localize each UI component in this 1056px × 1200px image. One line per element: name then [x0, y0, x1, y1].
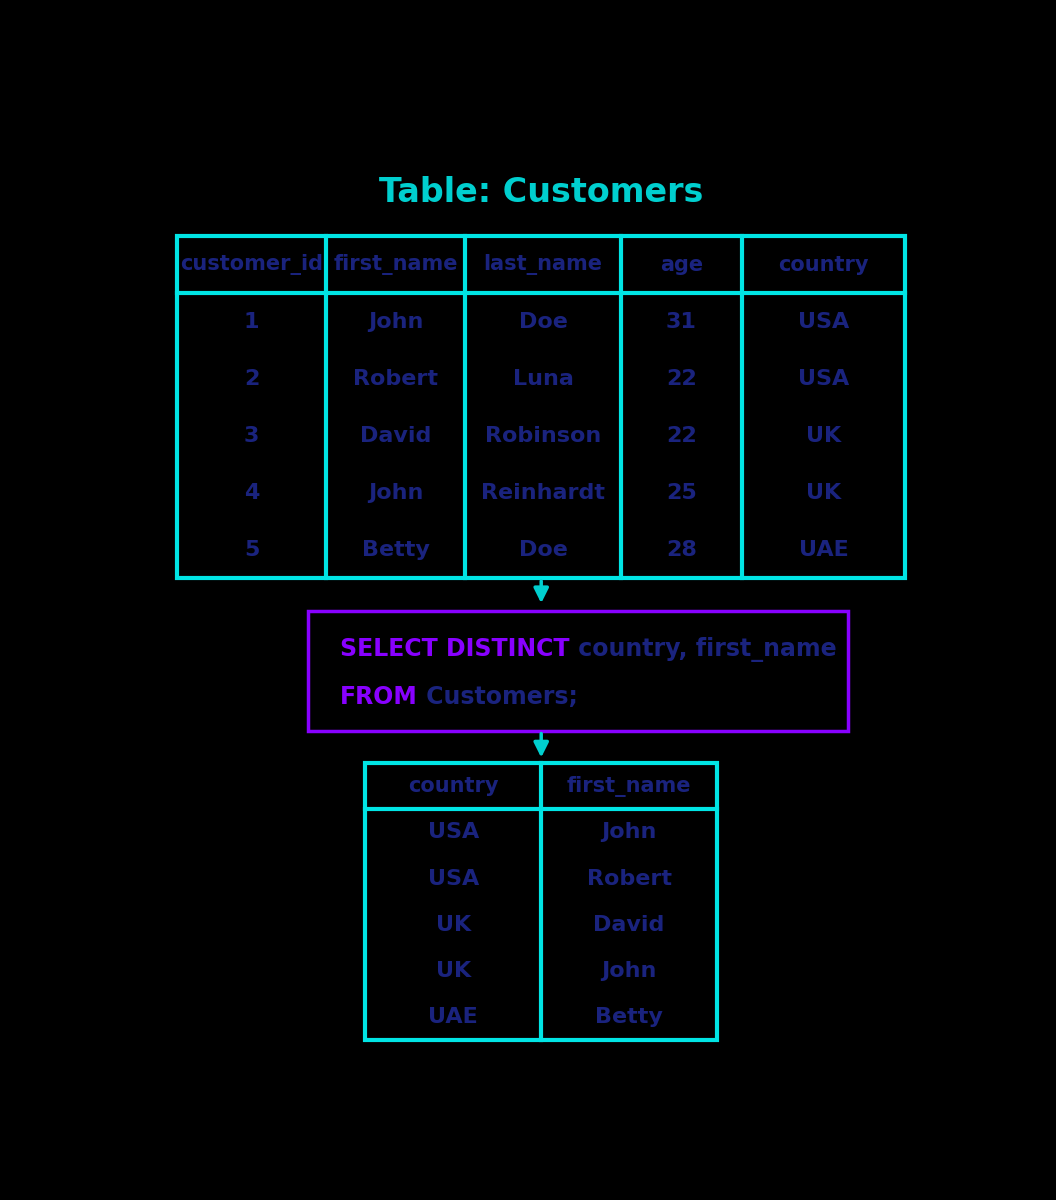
- Text: 5: 5: [244, 540, 260, 559]
- Text: David: David: [593, 914, 665, 935]
- Text: first_name: first_name: [334, 254, 457, 275]
- Text: USA: USA: [798, 312, 849, 332]
- Text: last_name: last_name: [484, 254, 603, 275]
- Text: FROM: FROM: [340, 685, 418, 709]
- Text: Doe: Doe: [518, 312, 567, 332]
- Text: UAE: UAE: [798, 540, 848, 559]
- Text: SELECT DISTINCT: SELECT DISTINCT: [340, 637, 570, 661]
- Text: 22: 22: [666, 426, 697, 446]
- Text: 1: 1: [244, 312, 260, 332]
- Text: Betty: Betty: [596, 1007, 663, 1027]
- Text: Robert: Robert: [353, 368, 438, 389]
- Text: Customers;: Customers;: [418, 685, 578, 709]
- Bar: [308, 611, 848, 731]
- Text: Betty: Betty: [361, 540, 430, 559]
- Text: Luna: Luna: [512, 368, 573, 389]
- Text: John: John: [367, 482, 423, 503]
- Text: Robinson: Robinson: [485, 426, 601, 446]
- Text: 25: 25: [666, 482, 697, 503]
- Text: 4: 4: [244, 482, 260, 503]
- Text: first_name: first_name: [567, 775, 692, 797]
- Text: country: country: [408, 776, 498, 796]
- Text: Reinhardt: Reinhardt: [482, 482, 605, 503]
- Text: UAE: UAE: [429, 1007, 478, 1027]
- Text: country, first_name: country, first_name: [570, 636, 836, 661]
- Text: 22: 22: [666, 368, 697, 389]
- Text: Robert: Robert: [587, 869, 672, 888]
- Text: 28: 28: [666, 540, 697, 559]
- Text: John: John: [602, 961, 657, 980]
- Text: 31: 31: [666, 312, 697, 332]
- Bar: [365, 763, 717, 1040]
- Text: David: David: [360, 426, 431, 446]
- Text: UK: UK: [436, 961, 471, 980]
- Text: USA: USA: [798, 368, 849, 389]
- Text: Table: Customers: Table: Customers: [379, 176, 703, 209]
- Text: age: age: [660, 254, 703, 275]
- Text: USA: USA: [428, 822, 478, 842]
- Text: USA: USA: [428, 869, 478, 888]
- Text: John: John: [367, 312, 423, 332]
- Text: UK: UK: [436, 914, 471, 935]
- Text: UK: UK: [806, 426, 841, 446]
- Text: 3: 3: [244, 426, 260, 446]
- Bar: [177, 236, 905, 578]
- Text: UK: UK: [806, 482, 841, 503]
- Text: 2: 2: [244, 368, 260, 389]
- Text: John: John: [602, 822, 657, 842]
- Text: customer_id: customer_id: [181, 254, 323, 275]
- Text: country: country: [778, 254, 869, 275]
- Text: Doe: Doe: [518, 540, 567, 559]
